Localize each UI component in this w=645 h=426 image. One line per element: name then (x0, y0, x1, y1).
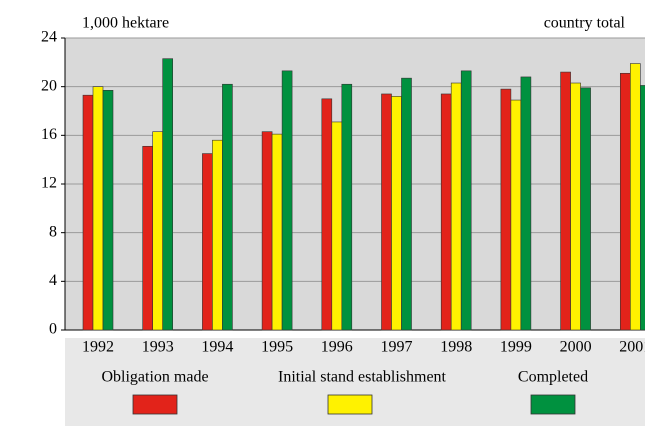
legend-swatch (327, 394, 373, 415)
bar (500, 88, 512, 331)
bar (391, 96, 402, 331)
y-tick-label: 4 (49, 272, 57, 289)
y-tick-label: 20 (41, 77, 57, 94)
y-tick-label: 12 (41, 175, 57, 192)
bar (261, 131, 273, 331)
x-tick-label: 1998 (440, 339, 472, 356)
bar (560, 71, 571, 331)
bar (222, 83, 233, 331)
legend-label: Initial stand establishment (278, 369, 447, 386)
bar (331, 121, 343, 331)
bar (152, 131, 163, 331)
legend-swatch (132, 394, 178, 415)
legend-label: Obligation made (101, 369, 208, 386)
x-tick-label: 1994 (201, 339, 233, 356)
legend-label: Completed (518, 369, 588, 386)
axis-label: 1,000 hektare (82, 15, 169, 32)
y-tick-label: 24 (41, 29, 57, 46)
bar (460, 70, 472, 331)
bar (341, 83, 353, 331)
x-tick-label: 2001 (619, 339, 645, 356)
x-tick-label: 1995 (261, 339, 293, 356)
y-tick-label: 0 (49, 321, 57, 338)
bar (202, 153, 213, 331)
bar (450, 82, 462, 331)
bar (619, 72, 631, 331)
x-tick-label: 1993 (142, 339, 174, 356)
annotation: country total (544, 15, 626, 32)
bar (102, 90, 114, 331)
bar (271, 133, 283, 331)
bar (142, 145, 153, 331)
bar (580, 87, 591, 331)
bar (570, 82, 581, 331)
x-tick-label: 1997 (381, 339, 413, 356)
bar (629, 63, 641, 331)
bar (92, 86, 104, 331)
bar (212, 139, 223, 331)
y-tick-label: 16 (41, 126, 57, 143)
bar (321, 98, 333, 331)
legend-swatch (530, 394, 576, 415)
bar (520, 76, 532, 331)
bar (281, 70, 293, 331)
bar (510, 99, 522, 331)
y-tick-label: 8 (49, 223, 57, 240)
bar (440, 93, 452, 331)
x-tick-label: 2000 (560, 339, 592, 356)
x-tick-label: 1996 (321, 339, 353, 356)
bar (381, 93, 392, 331)
bar (162, 58, 173, 331)
x-tick-label: 1999 (500, 339, 532, 356)
bar (639, 85, 645, 331)
bar (82, 94, 94, 331)
bar (401, 77, 412, 331)
x-tick-label: 1992 (82, 339, 114, 356)
